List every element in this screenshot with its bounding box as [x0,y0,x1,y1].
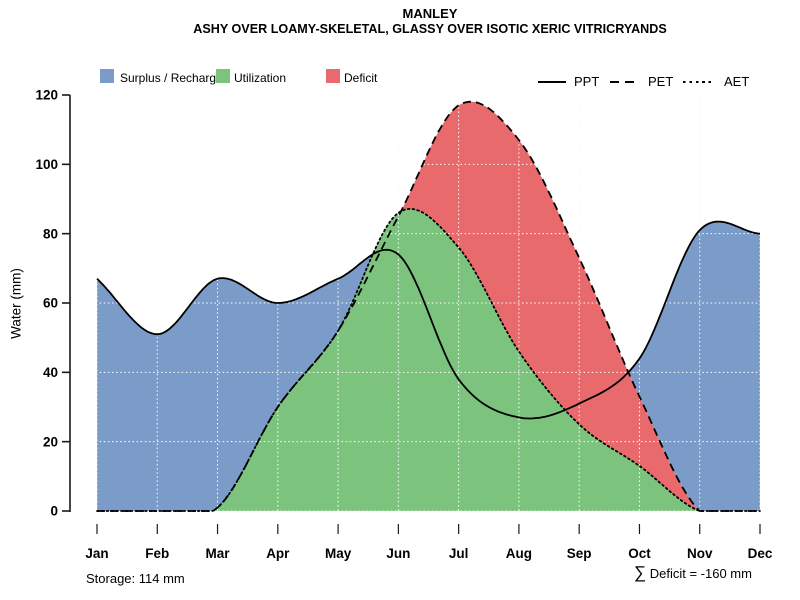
utilization-legend-swatch [216,69,230,83]
y-axis-label: Water (mm) [8,268,24,339]
x-tick-label-sep: Sep [567,546,592,561]
y-tick-label-0: 0 [50,504,58,519]
pet-line-sample [610,81,640,84]
x-tick-label-aug: Aug [506,546,532,561]
x-tick-label-may: May [325,546,352,561]
x-tick-label-jan: Jan [85,546,108,561]
area-fill-utilization [97,208,760,511]
x-tick-label-feb: Feb [145,546,169,561]
chart-subtitle: ASHY OVER LOAMY-SKELETAL, GLASSY OVER IS… [193,22,667,36]
y-tick-label-20: 20 [43,434,58,449]
y-tick-label-80: 80 [43,226,58,241]
aet-line-sample [683,81,714,84]
deficit-legend-label: Deficit [344,71,378,85]
ppt-legend-label: PPT [574,74,600,89]
sigma-symbol: ∑ [634,563,647,582]
x-tick-label-jun: Jun [386,546,410,561]
x-tick-label-dec: Dec [748,546,773,561]
deficit-legend-swatch [326,69,340,83]
utilization-legend-label: Utilization [234,71,287,85]
area-fill-surplus-recharge [97,250,381,512]
ppt-curve [96,220,761,420]
x-tick-label-oct: Oct [628,546,651,561]
surplus-legend-label: Surplus / Recharge [120,71,223,85]
deficit-sum-annotation: ∑ Deficit = -160 mm [634,563,752,583]
pet-curve [97,100,760,512]
y-tick-label-60: 60 [43,296,58,311]
y-tick-label-120: 120 [35,88,58,103]
x-tick-label-nov: Nov [687,546,713,561]
pet-legend-label: PET [648,74,674,89]
x-tick-label-jul: Jul [449,546,469,561]
y-tick-label-40: 40 [43,365,58,380]
ppt-line-sample [538,81,566,84]
aet-legend-label: AET [724,74,750,89]
storage-annotation: Storage: 114 mm [86,571,185,586]
area-fill-deficit [402,101,698,511]
area-fill-surplus-recharge [629,221,760,511]
chart-title: MANLEY [402,6,458,21]
surplus-legend-swatch [100,69,114,83]
x-tick-label-apr: Apr [266,546,290,561]
x-tick-label-mar: Mar [206,546,231,561]
y-tick-label-100: 100 [35,157,58,172]
deficit-sum-text: Deficit = -160 mm [646,566,752,581]
